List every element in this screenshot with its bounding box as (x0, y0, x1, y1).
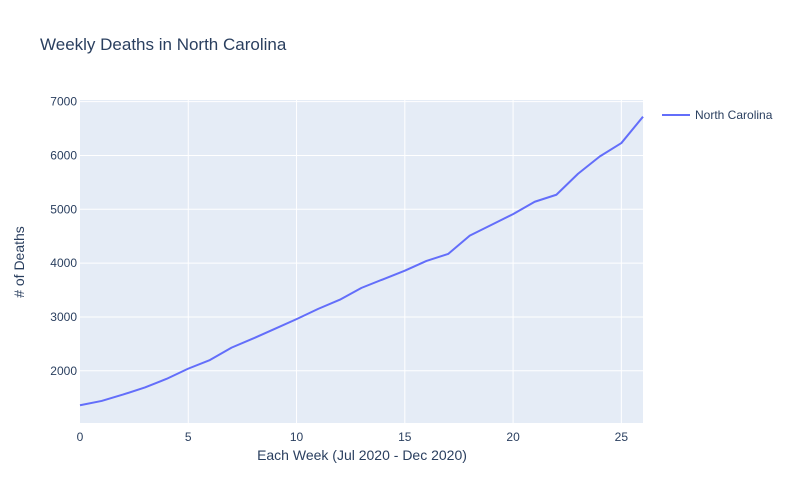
plot-area (80, 100, 643, 423)
chart-title: Weekly Deaths in North Carolina (40, 35, 287, 54)
y-tick-label: 7000 (50, 95, 77, 109)
legend-label: North Carolina (695, 108, 773, 122)
x-tick-label: 15 (398, 430, 412, 444)
y-tick-label: 5000 (50, 202, 77, 216)
x-tick-label: 0 (77, 430, 84, 444)
y-tick-label: 4000 (50, 256, 77, 270)
y-tick-label: 2000 (50, 364, 77, 378)
series-layer (79, 116, 644, 407)
series-line-0[interactable] (79, 116, 644, 407)
x-tick-label: 20 (506, 430, 520, 444)
x-axis-ticks: 0 5 10 15 20 25 (77, 430, 629, 444)
y-axis-ticks: 2000 3000 4000 5000 6000 7000 (50, 95, 77, 378)
y-tick-label: 6000 (50, 148, 77, 162)
y-axis-title: # of Deaths (11, 226, 27, 298)
x-tick-label: 25 (615, 430, 629, 444)
y-tick-label: 3000 (50, 310, 77, 324)
x-tick-label: 10 (290, 430, 304, 444)
y-gridlines (80, 101, 643, 372)
x-axis-title: Each Week (Jul 2020 - Dec 2020) (257, 447, 467, 463)
legend[interactable]: North Carolina (662, 108, 773, 122)
x-tick-label: 5 (185, 430, 192, 444)
